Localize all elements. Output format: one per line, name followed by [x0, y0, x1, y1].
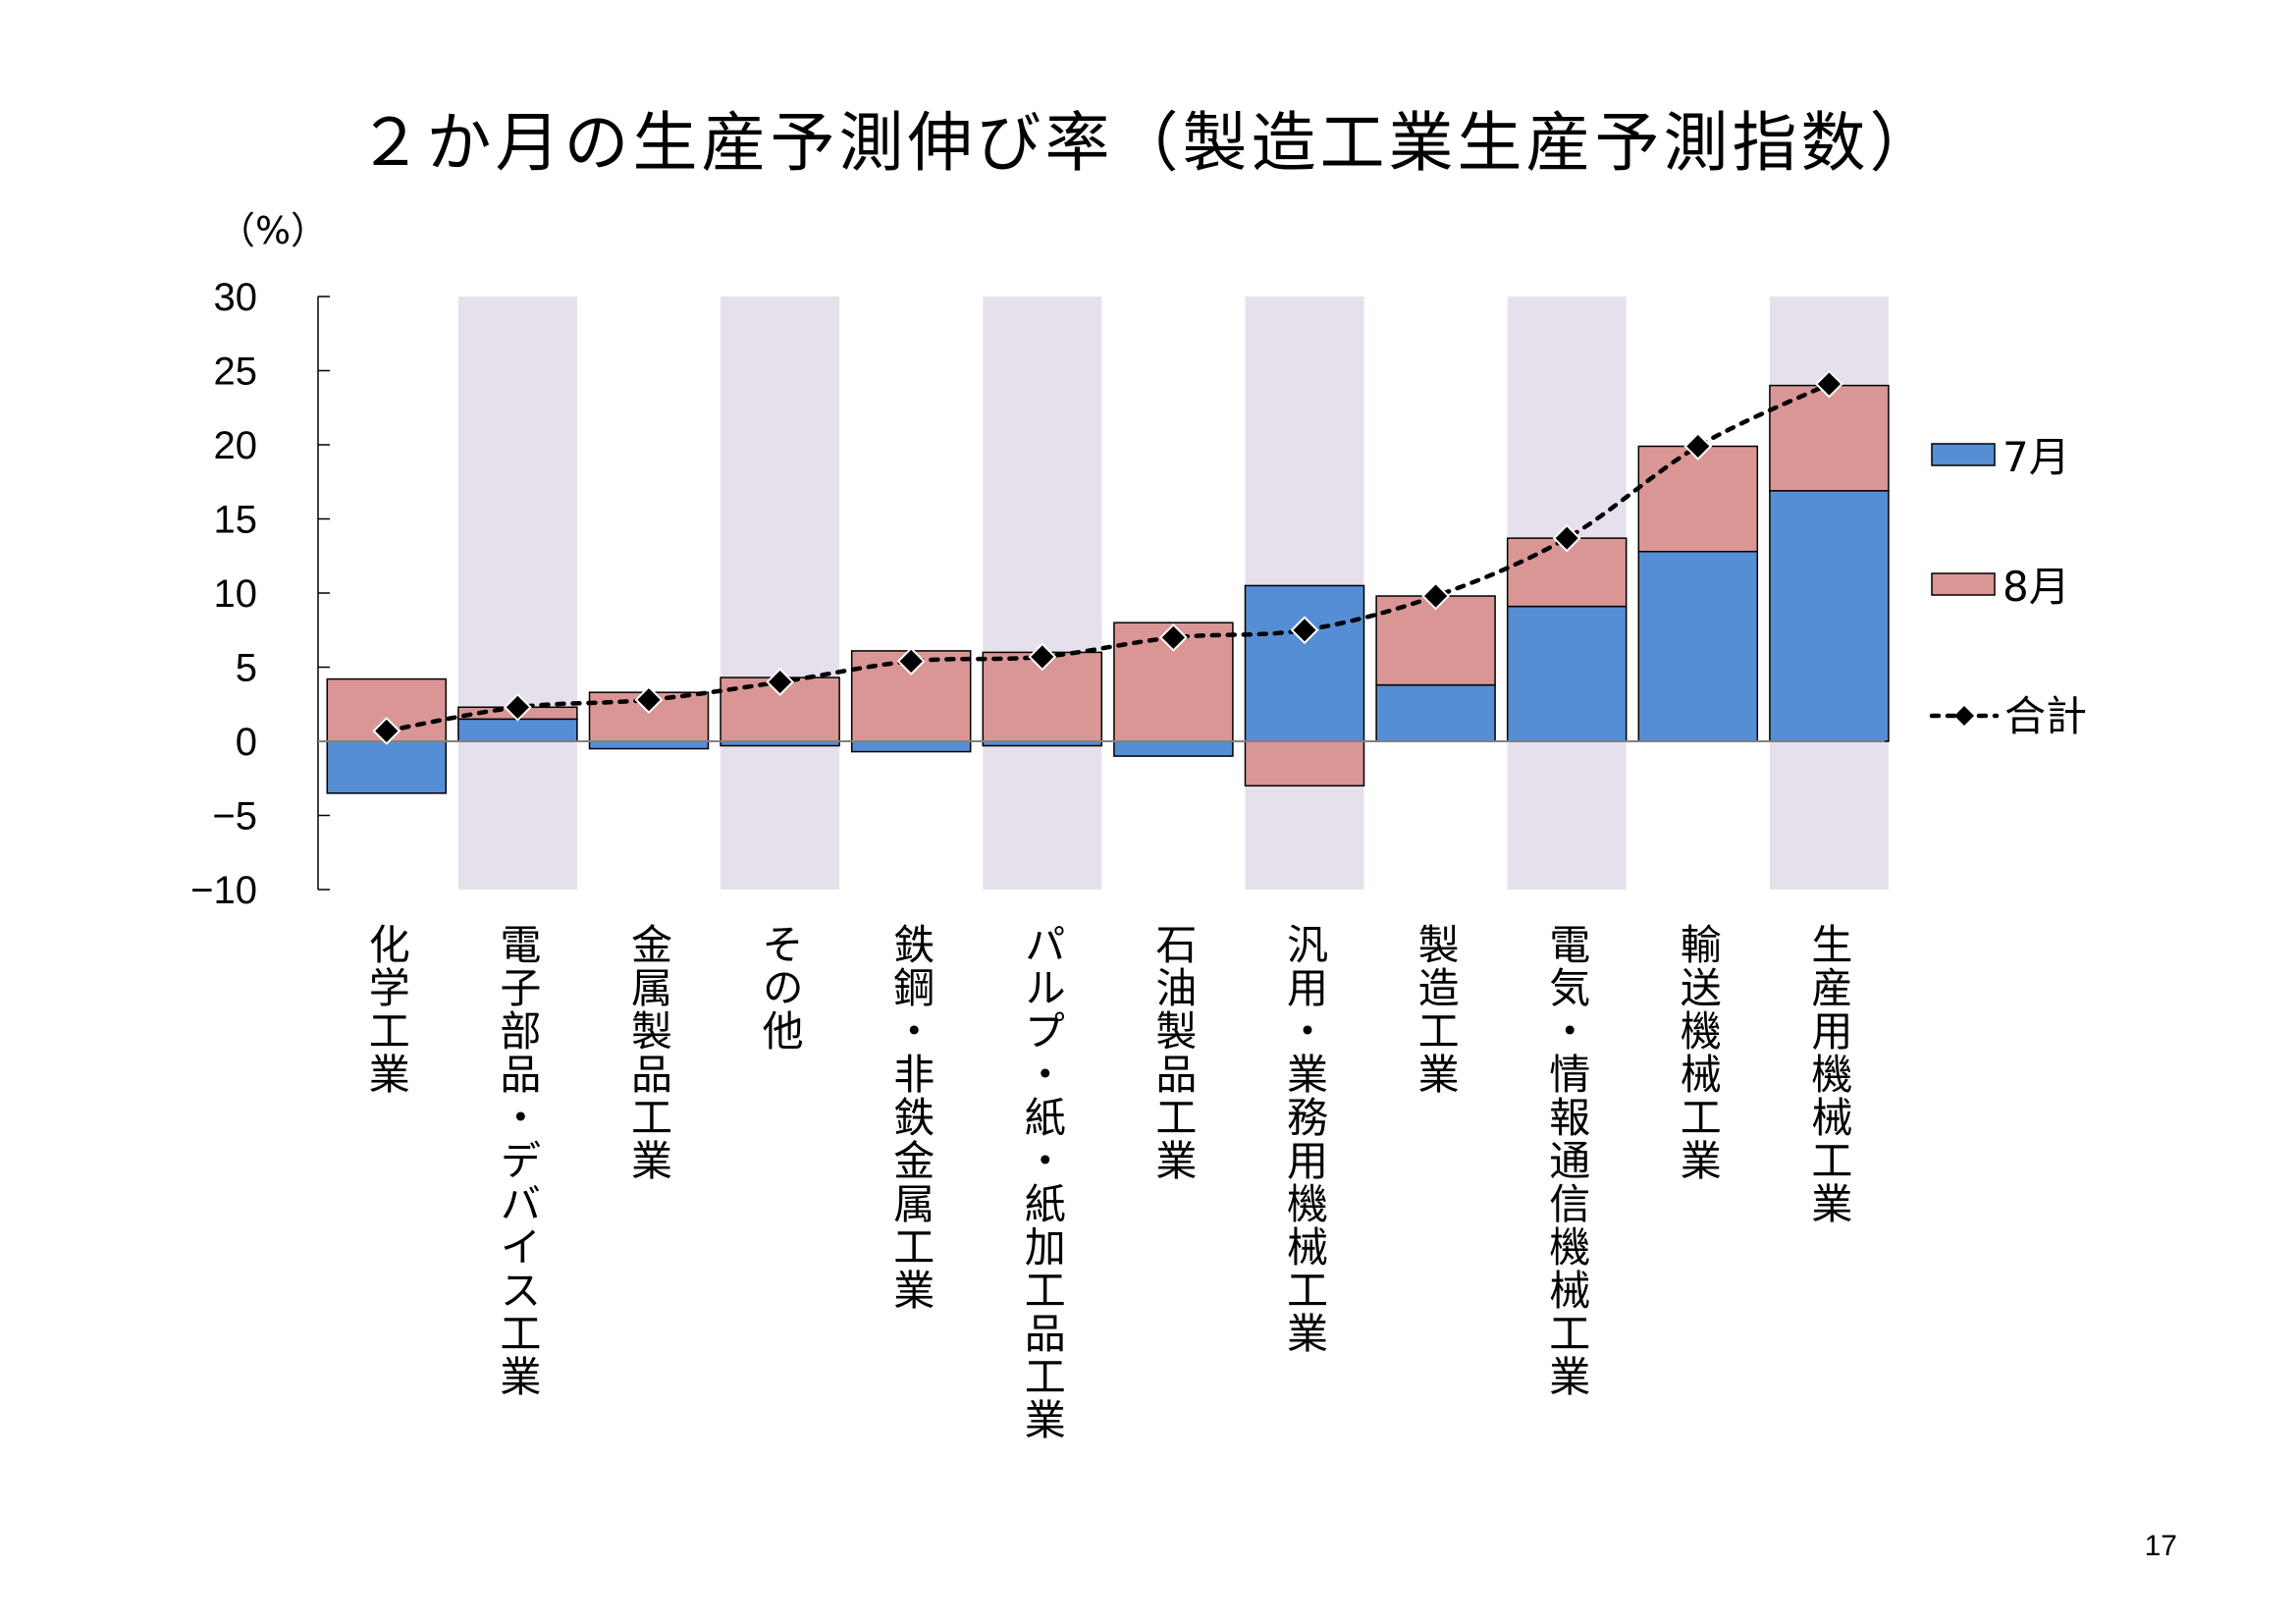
total-marker: [766, 668, 795, 697]
total-marker: [1421, 581, 1451, 611]
bar-july: [1506, 605, 1628, 742]
bar-august: [1244, 740, 1365, 787]
category-band: [983, 297, 1102, 890]
category-label: 輸送機械工業: [1674, 923, 1722, 1182]
total-marker: [1290, 616, 1319, 645]
total-marker: [1028, 642, 1057, 672]
y-tick-label: −10: [190, 869, 257, 912]
y-tick-label: 25: [214, 351, 258, 394]
category-label: 金属製品工業: [625, 923, 673, 1182]
total-marker: [896, 647, 926, 676]
category-label: 電気・情報通信機械工業: [1543, 923, 1591, 1398]
category-label: 生産用機械工業: [1805, 923, 1853, 1225]
category-label: その他: [756, 923, 804, 1053]
category-band: [721, 297, 840, 890]
category-label: 製造工業: [1412, 923, 1460, 1096]
legend-label-july: 7月: [2002, 433, 2070, 481]
y-tick-label: 0: [236, 721, 257, 764]
y-tick-label: 15: [214, 499, 258, 542]
y-tick-label: 20: [214, 424, 258, 467]
category-label: 鉄鋼・非鉄金属工業: [887, 923, 935, 1312]
bar-july: [1113, 740, 1234, 757]
legend-swatch-july: [1931, 443, 1996, 466]
y-axis-label: （%）: [218, 209, 328, 252]
bar-august: [1375, 595, 1496, 686]
category-label: 化学工業: [362, 923, 410, 1096]
bar-july: [1244, 584, 1365, 742]
category-label: 汎用・業務用機械工業: [1281, 923, 1329, 1355]
legend-swatch-august: [1931, 572, 1996, 596]
bar-july: [588, 740, 710, 750]
y-tick-label: 5: [236, 647, 257, 690]
bar-august: [1637, 445, 1759, 553]
bar-july: [1637, 550, 1759, 742]
bar-july: [1769, 490, 1890, 742]
legend-marker-total: [1954, 706, 1974, 726]
chart-title: ２か月の生産予測伸び率（製造工業生産予測指数）: [357, 105, 1939, 181]
bar-july: [850, 740, 972, 753]
total-marker: [1683, 432, 1713, 460]
category-label: 石油製品工業: [1149, 923, 1198, 1182]
y-tick-label: 10: [214, 572, 258, 616]
total-marker: [503, 692, 532, 722]
category-label: パルプ・紙・紙加工品工業: [1018, 923, 1066, 1441]
bar-july: [457, 718, 578, 742]
total-marker: [1158, 623, 1188, 652]
bar-july: [1375, 683, 1496, 742]
y-tick-label: −5: [212, 795, 257, 839]
category-band: [457, 297, 577, 890]
y-tick-label: 30: [214, 276, 258, 319]
page-number: 17: [2144, 1530, 2177, 1562]
total-marker: [1814, 369, 1843, 399]
category-label: 電子部品・デバイス工業: [494, 923, 542, 1398]
total-marker: [372, 717, 401, 745]
bar-july: [326, 740, 448, 794]
legend-label-total: 合計: [2004, 692, 2087, 740]
total-marker: [1552, 523, 1581, 553]
total-marker: [634, 685, 664, 715]
legend-label-august: 8月: [2002, 563, 2070, 611]
